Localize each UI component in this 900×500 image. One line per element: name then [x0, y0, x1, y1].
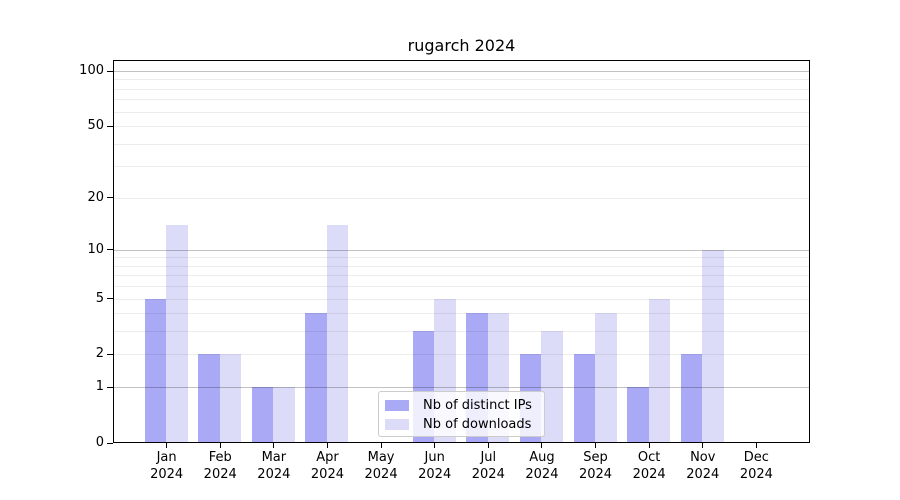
gridline-minor [113, 88, 810, 90]
y-tick-label: 50 [87, 118, 104, 134]
x-tick-label: May 2024 [364, 450, 398, 482]
y-tick-mark [107, 298, 113, 300]
x-tick-label: Oct 2024 [632, 450, 666, 482]
gridline-minor [113, 166, 810, 168]
y-tick-label: 100 [79, 63, 104, 78]
legend-label: Nb of downloads [423, 417, 532, 432]
y-tick-mark [107, 197, 113, 199]
y-tick-label: 1 [95, 379, 104, 395]
chart-title: rugarch 2024 [407, 36, 516, 55]
x-tick-mark [273, 443, 275, 448]
gridline-minor [113, 286, 810, 288]
x-tick-mark [219, 443, 221, 448]
x-tick-mark [541, 443, 543, 448]
legend-item: Nb of distinct IPs [385, 396, 538, 415]
x-tick-mark [487, 443, 489, 448]
bar-downloads [541, 331, 563, 443]
bar-downloads [595, 313, 617, 443]
gridline-major [113, 249, 810, 251]
x-tick-label: Feb 2024 [203, 450, 237, 482]
gridline-minor [113, 79, 810, 81]
x-tick-label: Jan 2024 [150, 450, 184, 482]
gridline-minor [113, 331, 810, 333]
gridline-minor [113, 265, 810, 267]
bar-distinct-ips [627, 387, 649, 443]
y-tick-label: 20 [87, 189, 104, 205]
gridline-major [113, 387, 810, 389]
x-tick-label: Jun 2024 [418, 450, 452, 482]
plot-area [113, 60, 810, 443]
x-tick-label: Jul 2024 [471, 450, 505, 482]
bar-downloads [326, 224, 349, 443]
x-tick-label: Sep 2024 [578, 450, 613, 482]
x-tick-mark [380, 443, 382, 448]
gridline-minor [113, 257, 810, 259]
legend-item: Nb of downloads [385, 415, 538, 434]
y-tick-mark [107, 125, 113, 127]
y-tick-mark [107, 353, 113, 355]
bar-distinct-ips [144, 298, 167, 443]
legend: Nb of distinct IPs Nb of downloads [378, 391, 545, 437]
bar-distinct-ips [198, 354, 220, 443]
y-tick-mark [107, 70, 113, 72]
gridline-major [113, 71, 810, 72]
legend-swatch-downloads [385, 419, 409, 430]
bar-downloads [166, 224, 188, 443]
gridline-minor [113, 275, 810, 277]
y-tick-mark [107, 249, 113, 251]
y-tick-label: 10 [87, 241, 104, 257]
gridline-minor [113, 298, 810, 300]
gridline-minor [113, 143, 810, 145]
bar-downloads [273, 387, 295, 443]
gridline-minor [113, 99, 810, 101]
y-tick-label: 5 [95, 290, 104, 306]
x-tick-label: Dec 2024 [739, 450, 773, 482]
x-tick-mark [326, 443, 328, 448]
legend-swatch-distinct-ips [385, 400, 409, 411]
gridline-minor [113, 313, 810, 315]
x-tick-label: Aug 2024 [525, 450, 559, 482]
gridline-minor [113, 354, 810, 356]
bar-downloads [702, 249, 724, 443]
x-tick-mark [595, 443, 597, 448]
bar-distinct-ips [305, 313, 327, 443]
x-tick-mark [702, 443, 704, 448]
x-tick-label: Mar 2024 [257, 450, 291, 482]
gridline-minor [113, 111, 810, 113]
legend-label: Nb of distinct IPs [423, 398, 532, 413]
y-tick-mark [107, 386, 113, 388]
bar-downloads [648, 298, 671, 443]
y-tick-label: 2 [95, 346, 104, 362]
bar-distinct-ips [251, 387, 274, 443]
y-tick-mark [107, 442, 113, 444]
x-tick-mark [434, 443, 436, 448]
bar-distinct-ips [680, 354, 703, 443]
x-tick-mark [648, 443, 650, 448]
x-tick-label: Nov 2024 [686, 450, 720, 482]
bar-distinct-ips [573, 354, 596, 443]
bar-downloads [219, 354, 242, 443]
x-tick-mark [166, 443, 168, 448]
x-tick-mark [755, 443, 757, 448]
x-tick-label: Apr 2024 [310, 450, 344, 482]
gridline-minor [113, 197, 810, 199]
gridline-minor [113, 126, 810, 128]
y-tick-label: 0 [95, 435, 104, 450]
